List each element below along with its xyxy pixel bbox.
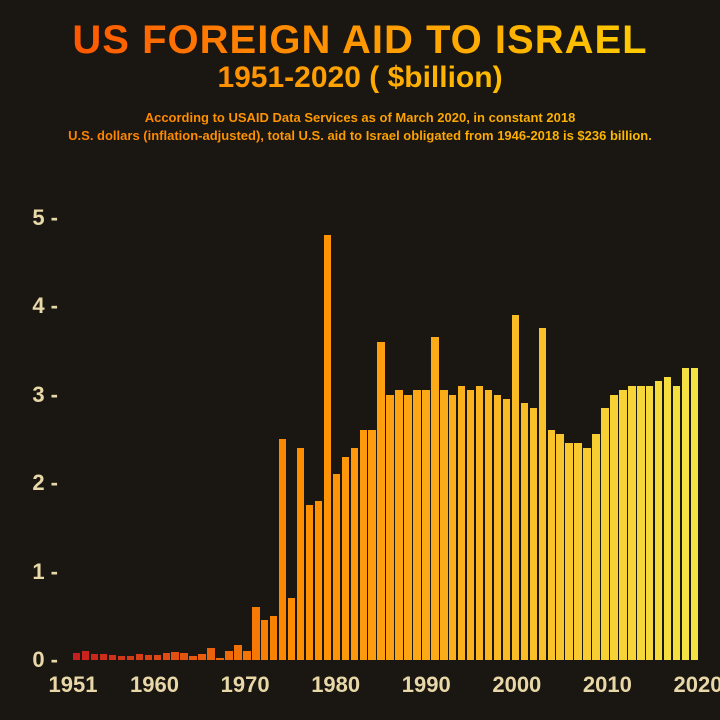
bar xyxy=(207,648,214,660)
bar xyxy=(431,337,438,660)
bar xyxy=(592,434,599,660)
chart-caption: According to USAID Data Services as of M… xyxy=(0,109,720,144)
bar xyxy=(324,235,331,660)
bar xyxy=(351,448,358,660)
bar xyxy=(530,408,537,660)
bar xyxy=(556,434,563,660)
bar xyxy=(82,651,89,660)
bar xyxy=(646,386,653,660)
bar xyxy=(574,443,581,660)
x-tick: 1960 xyxy=(130,672,179,698)
bar xyxy=(449,395,456,660)
bar xyxy=(180,653,187,660)
bar xyxy=(637,386,644,660)
bars-container xyxy=(73,200,698,660)
bar xyxy=(691,368,698,660)
bar xyxy=(539,328,546,660)
bar xyxy=(664,377,671,660)
bar xyxy=(118,656,125,660)
bar xyxy=(440,390,447,660)
bar xyxy=(521,403,528,660)
bar xyxy=(261,620,268,660)
caption-line-1: According to USAID Data Services as of M… xyxy=(145,110,576,125)
y-tick: 2 - xyxy=(32,470,58,496)
bar xyxy=(565,443,572,660)
bar xyxy=(342,457,349,660)
chart-subtitle: 1951-2020 ( $billion) xyxy=(0,61,720,95)
bar xyxy=(288,598,295,660)
bar xyxy=(467,390,474,660)
bar xyxy=(127,656,134,660)
y-axis: 0 -1 -2 -3 -4 -5 - xyxy=(18,200,58,660)
bar xyxy=(368,430,375,660)
y-tick: 1 - xyxy=(32,559,58,585)
bar xyxy=(243,651,250,660)
bar xyxy=(422,390,429,660)
bar xyxy=(189,656,196,660)
bar xyxy=(682,368,689,660)
bar xyxy=(279,439,286,660)
bar xyxy=(234,645,241,660)
bar xyxy=(655,381,662,660)
bar xyxy=(171,652,178,660)
bar xyxy=(154,655,161,660)
bar xyxy=(503,399,510,660)
x-tick: 1990 xyxy=(402,672,451,698)
bar xyxy=(333,474,340,660)
bar xyxy=(610,395,617,660)
bar xyxy=(548,430,555,660)
bar xyxy=(583,448,590,660)
bar xyxy=(404,395,411,660)
bar xyxy=(252,607,259,660)
bar xyxy=(315,501,322,660)
bar xyxy=(386,395,393,660)
chart-plot-area: 0 -1 -2 -3 -4 -5 - xyxy=(58,200,698,660)
x-tick: 2010 xyxy=(583,672,632,698)
caption-line-2: U.S. dollars (inflation-adjusted), total… xyxy=(68,128,652,143)
bar xyxy=(485,390,492,660)
bar xyxy=(619,390,626,660)
x-axis: 19511960197019801990200020102020 xyxy=(58,672,698,702)
bar xyxy=(225,651,232,660)
x-tick: 1970 xyxy=(221,672,270,698)
y-tick: 4 - xyxy=(32,293,58,319)
bar xyxy=(109,655,116,660)
bar xyxy=(297,448,304,660)
bar xyxy=(73,653,80,660)
bar xyxy=(306,505,313,660)
y-tick: 0 - xyxy=(32,647,58,673)
bar xyxy=(163,653,170,660)
x-tick: 2000 xyxy=(492,672,541,698)
bar xyxy=(360,430,367,660)
x-tick: 1980 xyxy=(311,672,360,698)
bar xyxy=(458,386,465,660)
bar xyxy=(476,386,483,660)
y-tick: 3 - xyxy=(32,382,58,408)
bar xyxy=(413,390,420,660)
bar xyxy=(198,654,205,660)
x-tick: 1951 xyxy=(49,672,98,698)
bar xyxy=(377,342,384,660)
chart-title: US FOREIGN AID TO ISRAEL xyxy=(0,0,720,63)
bar xyxy=(216,658,223,660)
bar xyxy=(270,616,277,660)
y-tick: 5 - xyxy=(32,205,58,231)
bar xyxy=(100,654,107,660)
bar xyxy=(601,408,608,660)
bar xyxy=(145,655,152,660)
bar xyxy=(395,390,402,660)
bar xyxy=(91,654,98,660)
bar xyxy=(673,386,680,660)
bar xyxy=(136,654,143,660)
x-tick: 2020 xyxy=(674,672,720,698)
bar xyxy=(628,386,635,660)
bar xyxy=(512,315,519,660)
bar xyxy=(494,395,501,660)
